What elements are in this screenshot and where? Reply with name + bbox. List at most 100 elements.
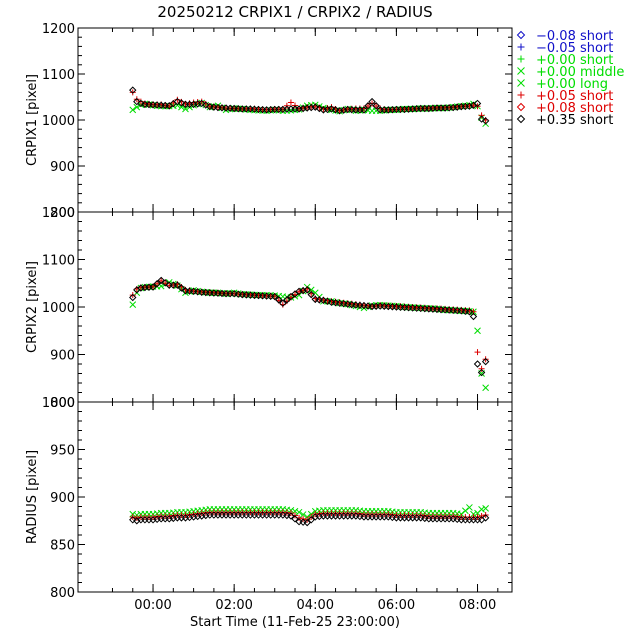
data-point <box>157 276 165 285</box>
data-point <box>291 515 299 523</box>
legend-entry: +0.08 short <box>516 101 613 116</box>
data-point <box>465 102 474 110</box>
data-point <box>299 511 307 518</box>
data-point <box>364 102 372 110</box>
data-point <box>307 286 315 294</box>
x-tick-label: 02:00 <box>215 598 252 613</box>
data-point <box>129 86 137 94</box>
legend-label: −0.05 short <box>536 41 613 56</box>
y-tick-label: 1200 <box>42 22 75 37</box>
data-point <box>173 97 182 106</box>
y-tick-label: 1000 <box>42 396 75 411</box>
plot-panels: 800 900 1000 1100 1200 CRPIX1 [pixel] 800 900 10… <box>25 22 513 613</box>
data-point <box>303 518 311 527</box>
data-point <box>174 96 181 103</box>
legend-entry: +0.00 short <box>517 53 613 68</box>
data-point <box>482 505 489 512</box>
legend-label: +0.08 short <box>536 101 613 116</box>
data-point <box>129 516 137 524</box>
data-point <box>129 301 137 308</box>
data-point <box>307 290 315 299</box>
data-point <box>177 99 186 107</box>
panel-3: 800 850 900 950 1000 RADIUS [pixel] <box>25 396 513 601</box>
data-point <box>279 299 287 307</box>
data-point <box>368 97 376 106</box>
data-point <box>323 297 332 306</box>
data-point <box>311 103 319 111</box>
y-tick-label: 1100 <box>42 68 75 83</box>
legend-label: −0.08 short <box>536 29 613 44</box>
y-tick-label: 1000 <box>42 114 75 129</box>
data-point <box>473 99 482 108</box>
data-point <box>478 513 485 519</box>
data-point <box>149 283 157 291</box>
data-point <box>482 384 489 392</box>
data-point <box>373 102 380 109</box>
data-point <box>182 105 189 113</box>
data-point <box>331 106 340 114</box>
legend-label: +0.05 short <box>536 89 613 104</box>
x-tick-label: 00:00 <box>134 598 171 613</box>
data-point <box>462 507 469 515</box>
data-point <box>295 508 303 516</box>
data-point <box>319 296 328 305</box>
legend: −0.08 short−0.05 short+0.00 short+0.00 m… <box>516 29 624 128</box>
data-point <box>473 360 482 368</box>
series-band-3 <box>129 276 490 377</box>
data-point <box>137 98 144 105</box>
data-point <box>477 368 486 377</box>
data-point <box>365 102 372 109</box>
data-point <box>466 504 473 511</box>
data-point <box>133 517 141 525</box>
data-point <box>481 117 490 125</box>
data-point <box>307 516 315 524</box>
y-tick-label: 900 <box>50 160 75 175</box>
y-axis-title: RADIUS [pixel] <box>25 450 40 544</box>
series-band-3 <box>129 86 490 125</box>
legend-entry: +0.35 short <box>516 113 613 128</box>
y-tick-label: 900 <box>50 349 75 364</box>
data-point <box>137 99 145 108</box>
data-point <box>161 279 169 287</box>
legend-marker <box>517 91 525 99</box>
panel-1: 800 900 1000 1100 1200 CRPIX1 [pixel] <box>25 22 513 221</box>
data-point <box>369 100 376 107</box>
legend-marker <box>517 43 525 51</box>
legend-marker <box>516 102 526 112</box>
y-axis-title: CRPIX2 [pixel] <box>25 261 40 353</box>
data-point <box>287 99 294 106</box>
data-point <box>177 284 186 292</box>
data-point <box>271 292 279 301</box>
legend-entry: −0.08 short <box>516 29 613 44</box>
y-tick-label: 800 <box>50 206 75 221</box>
legend-marker <box>516 30 526 40</box>
legend-entry: +0.00 long <box>517 77 608 92</box>
x-tick-label: 08:00 <box>459 598 496 613</box>
data-point <box>287 512 295 520</box>
data-point <box>198 98 205 105</box>
y-tick-label: 1100 <box>42 254 75 269</box>
legend-marker <box>517 79 525 87</box>
data-point <box>477 115 486 123</box>
legend-entry: +0.00 middle <box>517 65 624 80</box>
data-point <box>478 505 485 513</box>
data-point <box>315 104 324 113</box>
data-point <box>173 281 182 289</box>
data-point <box>474 349 481 356</box>
y-axis-title: CRPIX1 [pixel] <box>25 74 40 166</box>
data-point <box>275 296 283 304</box>
legend-marker <box>517 55 525 63</box>
x-tick-label: 04:00 <box>297 598 334 613</box>
data-point <box>129 106 137 114</box>
data-point <box>474 327 481 335</box>
data-point <box>154 280 161 287</box>
y-tick-label: 950 <box>50 444 75 459</box>
data-point <box>360 106 368 114</box>
data-point <box>372 102 380 110</box>
data-point <box>133 97 141 106</box>
data-point <box>481 514 490 522</box>
data-point <box>469 312 478 321</box>
legend-label: +0.00 long <box>536 77 608 92</box>
data-point <box>327 105 336 113</box>
